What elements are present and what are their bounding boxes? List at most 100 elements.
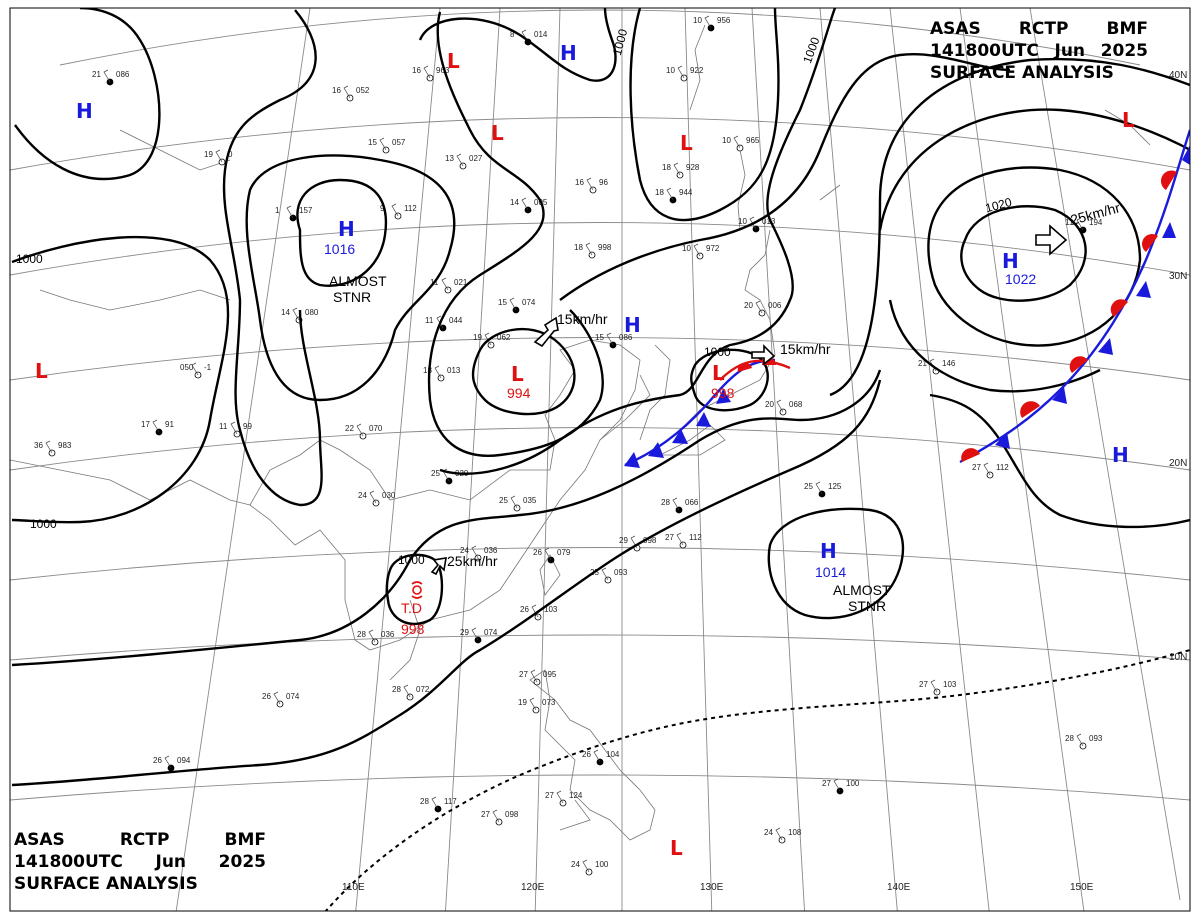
wind-barb-icon: [391, 203, 399, 217]
isobar-low-998: [690, 348, 769, 412]
td-value: 998: [401, 621, 425, 637]
station-plot: 28 072: [392, 684, 430, 701]
station-plot: 16 963: [412, 65, 450, 82]
station-pressure: 117: [444, 797, 457, 806]
isobar-high-1022-inner: [960, 205, 1087, 302]
station-pressure: 922: [690, 66, 704, 75]
station-plot: 16 052: [332, 85, 370, 102]
lat-label-40n: 40N: [1169, 70, 1187, 81]
station-temperature: 10: [693, 16, 702, 25]
station-temperature: 28: [357, 630, 366, 639]
station-plot: 13 027: [445, 153, 483, 170]
station-temperature: 28: [420, 797, 429, 806]
station-temperature: 17: [141, 420, 150, 429]
wind-barb-icon: [693, 243, 701, 257]
lon-label-130e: 130E: [700, 882, 724, 893]
station-pressure: 928: [686, 163, 700, 172]
station-plot: 050 -1: [180, 362, 212, 379]
station-temperature: 10: [722, 136, 731, 145]
station-temperature: 16: [412, 66, 421, 75]
station-temperature: 21: [92, 70, 101, 79]
wind-barb-icon: [509, 297, 517, 311]
station-temperature: 10: [738, 217, 747, 226]
isobar-label-1020: 1020: [984, 195, 1014, 216]
header-time: 141800UTC: [930, 41, 1039, 61]
station-pressure: 074: [522, 298, 536, 307]
isobar-label-1000-td: 1000: [398, 553, 425, 567]
station-plot: 15 074: [498, 297, 536, 314]
header-month: Jun: [155, 852, 187, 872]
wind-barb-icon: [544, 547, 552, 561]
station-temperature: 14: [281, 308, 290, 317]
isobar-high-1016-outer: [245, 154, 456, 402]
station-temperature: 18: [423, 366, 432, 375]
station-temperature: 18: [574, 243, 583, 252]
low-center-ne: L: [680, 131, 693, 155]
wind-barb-icon: [983, 462, 991, 476]
latitude-grid: [10, 9, 1190, 801]
lon-label-150e: 150E: [1070, 882, 1094, 893]
station-temperature: 29: [460, 628, 469, 637]
wind-barb-icon: [436, 315, 444, 329]
station-plot: 27 103: [919, 679, 957, 696]
station-temperature: 19: [204, 150, 213, 159]
station-plot: 16 96: [575, 177, 608, 194]
header-station: RCTP: [119, 830, 170, 850]
station-plot: 11 99: [219, 421, 252, 438]
station-plot: 24 030: [358, 490, 396, 507]
arrow-td: [430, 557, 447, 576]
coastlines: [10, 24, 1151, 841]
station-plot: 27 124: [545, 790, 583, 807]
wind-barb-icon: [556, 790, 564, 804]
station-pressure: 006: [768, 301, 782, 310]
high-center-korea: H: [624, 313, 641, 337]
lon-label-110e: 110E: [342, 882, 365, 893]
station-pressure: 070: [369, 424, 383, 433]
wind-barb-icon: [521, 197, 529, 211]
station-pressure: 080: [305, 308, 319, 317]
wind-barb-icon: [379, 137, 387, 151]
header-month: Jun: [1054, 41, 1086, 61]
station-temperature: 26: [153, 756, 162, 765]
station-plot: 24 108: [764, 827, 802, 844]
lon-label-140e: 140E: [887, 882, 911, 893]
high-center-1022: H: [1002, 249, 1019, 273]
station-temperature: 8: [510, 30, 515, 39]
isobar-southern-outer: [11, 379, 882, 787]
wind-barb-icon: [492, 809, 500, 823]
station-temperature: 26: [533, 548, 542, 557]
front-east: [959, 129, 1190, 464]
station-pressure: 086: [116, 70, 130, 79]
station-temperature: 9: [380, 204, 385, 213]
station-pressure: 030: [382, 491, 396, 500]
station-temperature: 27: [519, 670, 528, 679]
station-pressure: 094: [177, 756, 191, 765]
station-temperature: 36: [34, 441, 43, 450]
station-temperature: 21: [918, 359, 927, 368]
isobar-1000-korea: [439, 8, 837, 475]
station-temperature: 13: [445, 154, 454, 163]
station-temperature: 16: [332, 86, 341, 95]
station-pressure: 998: [598, 243, 612, 252]
arrow-994: [533, 316, 559, 348]
wind-barb-icon: [286, 205, 294, 219]
station-plot: 18 998: [574, 242, 612, 259]
station-temperature: 15: [368, 138, 377, 147]
station-pressure: 098: [643, 536, 657, 545]
station-temperature: 19: [518, 698, 527, 707]
wind-barb-icon: [343, 85, 351, 99]
station-pressure: 036: [484, 546, 498, 555]
wind-barb-icon: [666, 187, 674, 201]
stnr-note-1014-a: ALMOST: [833, 582, 891, 598]
station-pressure: 086: [619, 333, 633, 342]
station-plot: 19 073: [518, 697, 556, 714]
station-plot: 24 100: [571, 859, 609, 876]
station-plot: 28 093: [1065, 733, 1103, 750]
station-plot: 27 112: [972, 462, 1009, 479]
wind-barb-icon: [733, 135, 741, 149]
wind-barb-icon: [529, 697, 537, 711]
isobar-low-994: [471, 327, 576, 416]
station-temperature: 27: [481, 810, 490, 819]
wind-barb-icon: [586, 177, 594, 191]
station-pressure: 093: [614, 568, 628, 577]
